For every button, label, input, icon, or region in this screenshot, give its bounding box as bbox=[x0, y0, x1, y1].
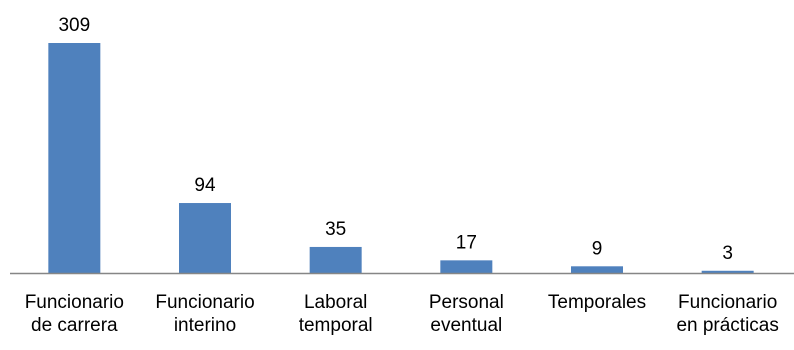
bar-4 bbox=[571, 266, 623, 273]
category-label-line: Funcionario bbox=[155, 292, 254, 313]
data-label-3: 17 bbox=[456, 232, 477, 253]
data-label-0: 309 bbox=[58, 15, 90, 36]
bar-2 bbox=[309, 246, 362, 273]
category-label-1: Funcionario interino bbox=[155, 292, 254, 336]
bar-1 bbox=[179, 203, 231, 273]
bar-5 bbox=[701, 270, 754, 273]
data-labels-layer: 309 94 35 17 9 3 bbox=[58, 15, 732, 264]
category-label-line: Funcionario bbox=[678, 292, 777, 313]
bars-layer bbox=[48, 43, 754, 273]
category-label-line: temporal bbox=[299, 315, 373, 336]
category-label-line: de carrera bbox=[31, 315, 118, 336]
data-label-5: 3 bbox=[722, 243, 733, 264]
category-label-line: Laboral bbox=[304, 292, 367, 313]
category-label-line: Funcionario bbox=[25, 292, 124, 313]
category-label-5: Funcionario en prácticas bbox=[676, 292, 778, 336]
category-label-line: Personal bbox=[429, 292, 504, 313]
data-label-4: 9 bbox=[592, 238, 603, 259]
bar-3 bbox=[440, 260, 493, 273]
category-label-0: Funcionario de carrera bbox=[25, 292, 124, 336]
category-label-3: Personal eventual bbox=[429, 292, 504, 336]
category-label-line: interino bbox=[174, 315, 236, 336]
category-label-line: en prácticas bbox=[676, 315, 778, 336]
category-label-4: Temporales bbox=[548, 292, 646, 313]
data-label-2: 35 bbox=[325, 219, 346, 240]
data-label-1: 94 bbox=[194, 175, 216, 196]
category-label-line: Temporales bbox=[548, 292, 646, 313]
bar-0 bbox=[48, 43, 101, 273]
category-label-2: Laboral temporal bbox=[299, 292, 373, 336]
category-label-line: eventual bbox=[430, 315, 502, 336]
